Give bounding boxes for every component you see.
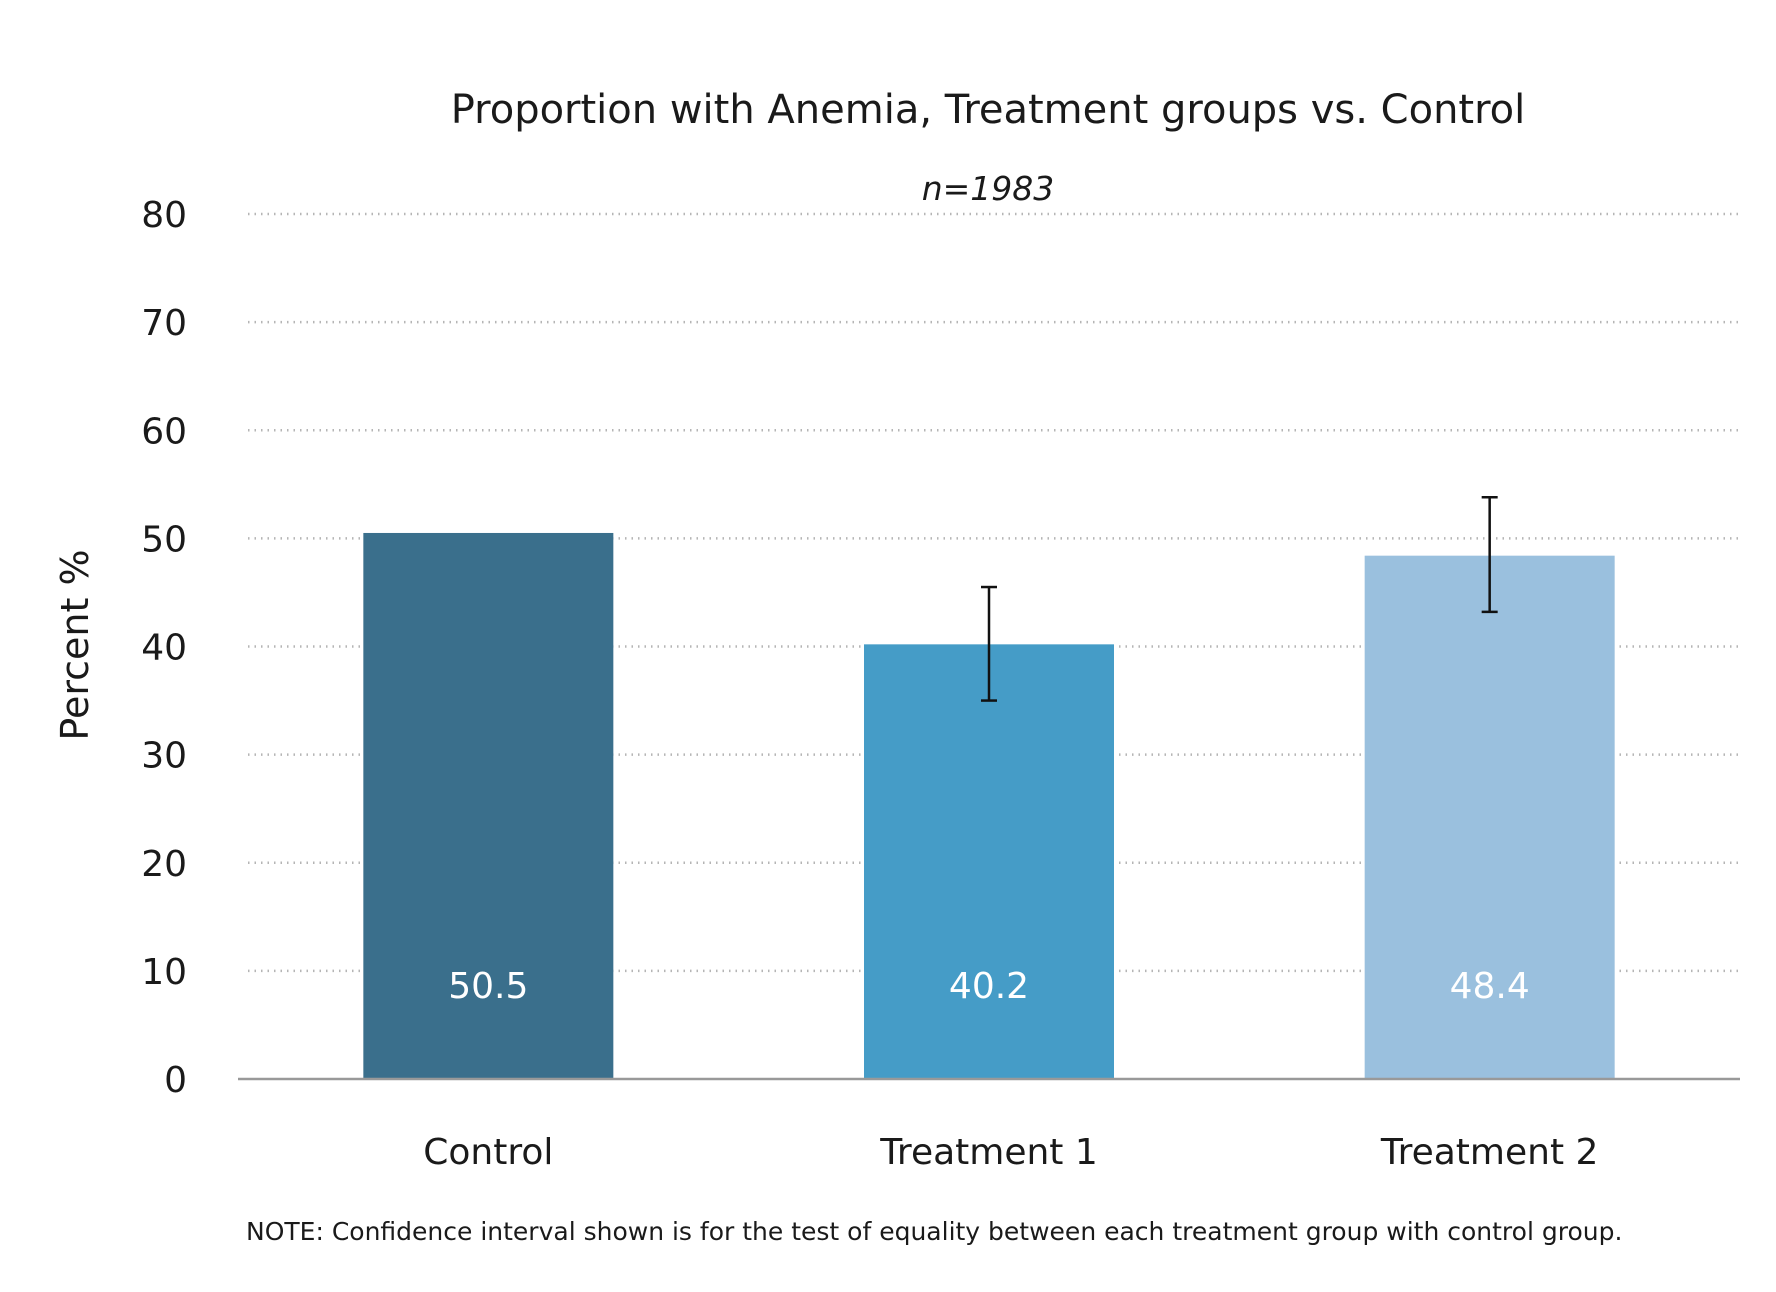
y-axis-label: Percent % — [53, 549, 97, 740]
y-tick-label: 0 — [164, 1060, 187, 1101]
error-bars — [981, 496, 1498, 702]
bar — [363, 532, 614, 1079]
x-tick-label: Control — [423, 1132, 553, 1173]
data-label: 50.5 — [448, 966, 528, 1007]
bar — [1364, 555, 1615, 1079]
x-tick-label: Treatment 1 — [879, 1132, 1098, 1173]
value-labels: 50.5 40.2 48.4 — [448, 966, 1529, 1007]
y-axis-ticks: 0 10 20 30 40 50 60 70 80 — [141, 195, 187, 1101]
y-tick-label: 40 — [141, 628, 187, 669]
y-tick-label: 50 — [141, 519, 187, 560]
chart-note: NOTE: Confidence interval shown is for t… — [246, 1217, 1622, 1246]
data-label: 40.2 — [949, 966, 1029, 1007]
data-label: 48.4 — [1450, 966, 1530, 1007]
chart-subtitle: n=1983 — [922, 169, 1055, 208]
x-axis-categories: Control Treatment 1 Treatment 2 — [423, 1132, 1598, 1173]
y-tick-label: 10 — [141, 952, 187, 993]
x-tick-label: Treatment 2 — [1380, 1132, 1599, 1173]
y-tick-label: 30 — [141, 736, 187, 777]
chart-title: Proportion with Anemia, Treatment groups… — [451, 87, 1526, 133]
bars — [363, 532, 1615, 1079]
bar — [864, 644, 1114, 1079]
y-tick-label: 80 — [141, 195, 187, 236]
y-tick-label: 20 — [141, 844, 187, 885]
y-tick-label: 70 — [141, 303, 187, 344]
y-tick-label: 60 — [141, 411, 187, 452]
